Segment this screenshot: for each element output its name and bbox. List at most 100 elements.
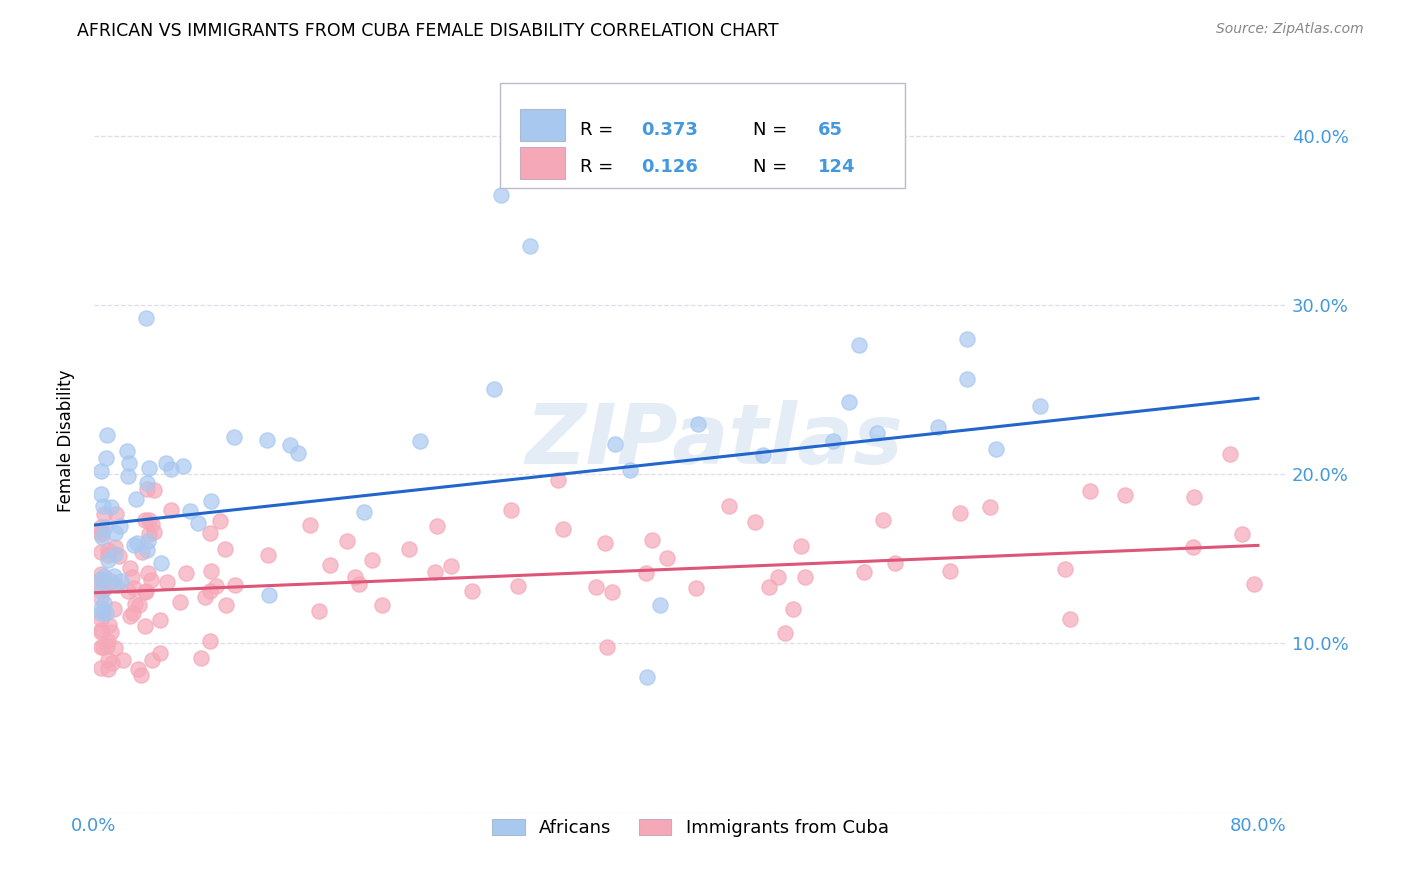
- Point: [461, 583, 484, 598]
- Point: [1230, 526, 1253, 541]
- Point: [115, 443, 138, 458]
- Point: [984, 442, 1007, 456]
- Point: [135, 482, 157, 496]
- Bar: [520, 110, 565, 141]
- Point: [100, 500, 122, 515]
- Text: N =: N =: [752, 159, 793, 177]
- Point: [127, 662, 149, 676]
- Point: [138, 513, 160, 527]
- Point: [135, 311, 157, 326]
- Point: [94, 520, 117, 534]
- Point: [90, 530, 112, 544]
- Point: [138, 461, 160, 475]
- Point: [93, 597, 115, 611]
- Point: [90, 573, 112, 587]
- Point: [200, 494, 222, 508]
- Point: [98, 617, 121, 632]
- Point: [110, 574, 132, 588]
- Point: [353, 505, 375, 519]
- Point: [650, 598, 672, 612]
- Point: [214, 598, 236, 612]
- Point: [90, 464, 112, 478]
- Point: [344, 570, 367, 584]
- Point: [361, 553, 384, 567]
- Point: [138, 527, 160, 541]
- Point: [547, 473, 569, 487]
- Point: [200, 584, 222, 599]
- Text: R =: R =: [579, 120, 619, 138]
- Point: [600, 585, 623, 599]
- Point: [104, 640, 127, 655]
- Point: [93, 508, 115, 522]
- Point: [884, 557, 907, 571]
- Point: [596, 640, 619, 654]
- Point: [482, 382, 505, 396]
- Text: 0.126: 0.126: [641, 159, 699, 177]
- Point: [149, 613, 172, 627]
- Point: [91, 605, 114, 619]
- Point: [939, 565, 962, 579]
- Point: [336, 534, 359, 549]
- Point: [766, 569, 789, 583]
- Point: [103, 602, 125, 616]
- Point: [198, 634, 221, 648]
- Point: [141, 516, 163, 531]
- Point: [278, 438, 301, 452]
- Point: [318, 558, 340, 573]
- Point: [257, 588, 280, 602]
- Point: [101, 656, 124, 670]
- Point: [134, 584, 156, 599]
- Point: [852, 566, 875, 580]
- Point: [979, 500, 1001, 514]
- Point: [120, 560, 142, 574]
- Point: [121, 570, 143, 584]
- Point: [142, 483, 165, 498]
- Point: [222, 430, 245, 444]
- Point: [256, 433, 278, 447]
- Point: [519, 239, 541, 253]
- Point: [139, 573, 162, 587]
- Point: [131, 545, 153, 559]
- Point: [100, 625, 122, 640]
- Point: [136, 476, 159, 491]
- Point: [190, 651, 212, 665]
- Point: [90, 487, 112, 501]
- Point: [104, 541, 127, 555]
- Point: [90, 572, 112, 586]
- Point: [782, 601, 804, 615]
- Text: ZIPatlas: ZIPatlas: [526, 400, 903, 481]
- Point: [1028, 399, 1050, 413]
- Point: [122, 538, 145, 552]
- Point: [90, 661, 112, 675]
- Point: [179, 504, 201, 518]
- Point: [96, 427, 118, 442]
- Point: [1243, 577, 1265, 591]
- Point: [90, 520, 112, 534]
- Point: [752, 449, 775, 463]
- Point: [93, 569, 115, 583]
- Point: [821, 434, 844, 449]
- Point: [169, 595, 191, 609]
- Point: [135, 583, 157, 598]
- Point: [90, 624, 112, 639]
- Point: [1078, 484, 1101, 499]
- Point: [398, 542, 420, 557]
- Point: [506, 579, 529, 593]
- Point: [117, 583, 139, 598]
- Point: [634, 566, 657, 581]
- Text: Source: ZipAtlas.com: Source: ZipAtlas.com: [1216, 22, 1364, 37]
- Point: [90, 545, 112, 559]
- Point: [174, 566, 197, 580]
- Point: [105, 577, 128, 591]
- Text: R =: R =: [579, 159, 619, 177]
- Point: [593, 536, 616, 550]
- Point: [927, 420, 949, 434]
- Point: [308, 604, 330, 618]
- Point: [685, 582, 707, 596]
- Point: [160, 502, 183, 516]
- Point: [131, 667, 153, 681]
- Point: [224, 578, 246, 592]
- Point: [872, 513, 894, 527]
- Point: [104, 525, 127, 540]
- Point: [187, 516, 209, 531]
